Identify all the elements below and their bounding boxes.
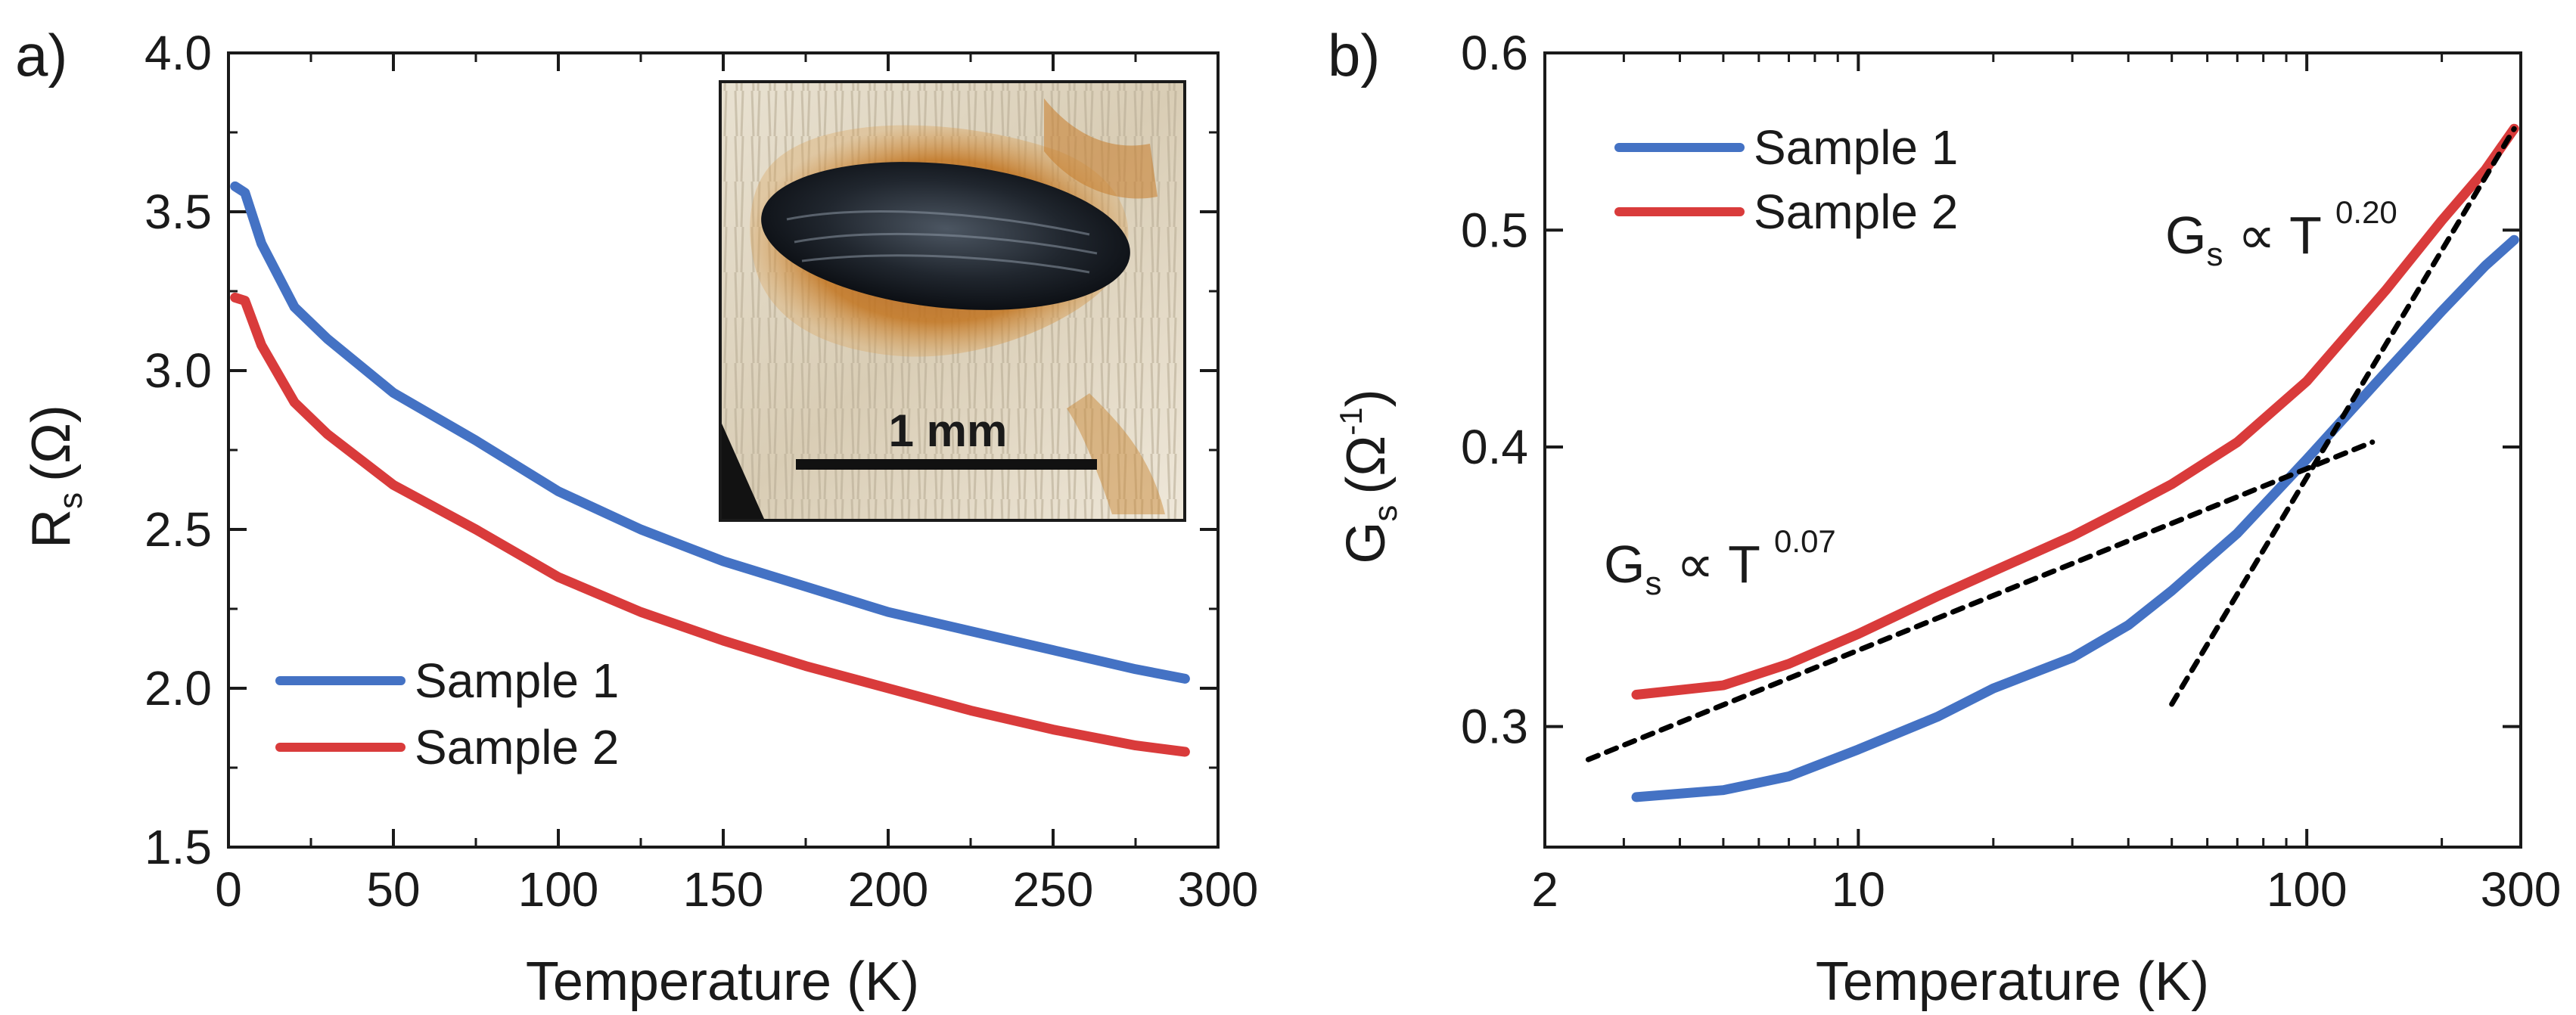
panel-a-y-tick-label: 3.0 xyxy=(144,343,212,398)
panel-a-x-tick-label: 300 xyxy=(1178,862,1259,917)
panel-b-legend-label-1: Sample 1 xyxy=(1754,120,1958,175)
annotation-high-t-exponent: Gs ∝ T 0.20 xyxy=(2165,194,2397,273)
panel-a-y-axis-title-main: R xyxy=(21,509,82,548)
panel-b-y-axis-title-sub: s xyxy=(1367,505,1404,522)
panel-a-x-tick-label: 250 xyxy=(1013,862,1094,917)
panel-a-label: a) xyxy=(15,22,67,88)
panel-b: b) 2 10 100 300 0.3 0.4 0.5 0.6 Sample 1 Sample… xyxy=(1328,22,2561,1012)
panel-a-legend-label-2: Sample 2 xyxy=(415,720,619,774)
panel-b-legend: Sample 1 Sample 2 xyxy=(1614,120,1958,239)
panel-a-legend: Sample 1 Sample 2 xyxy=(275,653,619,774)
panel-a-x-axis-title: Temperature (K) xyxy=(526,951,919,1012)
inset-dark-corner xyxy=(722,424,764,519)
panel-b-y-tick-label: 0.3 xyxy=(1461,700,1528,754)
panel-a-x-tick-label: 50 xyxy=(366,862,420,917)
annotation-low-t-exponent: Gs ∝ T 0.07 xyxy=(1604,523,1836,602)
panel-b-series-fit-2 xyxy=(1585,439,2376,762)
inset-scale-label: 1 mm xyxy=(889,405,1008,456)
panel-a-y-tick-label: 3.5 xyxy=(144,185,212,239)
panel-a-y-tick-label: 4.0 xyxy=(144,26,212,80)
panel-b-x-tick-label: 300 xyxy=(2481,862,2562,917)
inset-amber-lower xyxy=(1067,393,1165,514)
panel-a-y-axis-title-sub: s xyxy=(52,492,89,509)
panel-b-series-sample-2 xyxy=(1631,123,2519,700)
inset-photo: 1 mm xyxy=(719,80,1186,522)
panel-b-series-sample-1 xyxy=(1631,234,2519,802)
panel-b-series-fit-3 xyxy=(2169,126,2517,707)
panel-a-y-axis-title: Rs (Ω) xyxy=(21,405,89,548)
panel-a-y-tick-label: 1.5 xyxy=(144,820,212,874)
inset-specimen-fibers xyxy=(786,210,1098,274)
panel-a-plot-area: 0 50 100 150 200 250 300 1.5 2.0 2.5 3.0 3.5 4.0 xyxy=(144,26,1258,917)
panel-a-series-sample-1 xyxy=(230,181,1190,684)
panel-a-y-axis-title-unit: (Ω) xyxy=(21,405,82,482)
panel-b-y-tick-label: 0.5 xyxy=(1461,203,1528,257)
panel-b-x-tick-label: 2 xyxy=(1531,862,1558,917)
panel-b-y-tick-label: 0.6 xyxy=(1461,26,1528,80)
panel-b-y-axis-title: Gs (Ω-1) xyxy=(1333,389,1404,563)
panel-a-y-tick-label: 2.5 xyxy=(144,502,212,557)
panel-a-x-tick-label: 200 xyxy=(848,862,929,917)
panel-b-y-axis-title-unit-close: ) xyxy=(1336,389,1397,407)
panel-a-y-tick-label: 2.0 xyxy=(144,661,212,715)
panel-a-series-sample-2 xyxy=(230,292,1190,757)
panel-b-y-axis-title-main: G xyxy=(1336,522,1397,564)
panel-b-y-axis-title-unit-sup: -1 xyxy=(1333,407,1369,435)
panel-b-y-tick-label: 0.4 xyxy=(1461,420,1528,474)
panel-b-x-tick-label: 100 xyxy=(2267,862,2348,917)
panel-b-y-axis-title-unit-open: (Ω xyxy=(1336,436,1397,495)
panel-b-axes-frame xyxy=(1543,51,2522,849)
panel-a-x-tick-label: 0 xyxy=(215,862,242,917)
panel-a-x-tick-label: 150 xyxy=(683,862,764,917)
panel-b-plot-area: 2 10 100 300 0.3 0.4 0.5 0.6 xyxy=(1461,26,2561,917)
panel-a-legend-label-1: Sample 1 xyxy=(415,653,619,708)
panel-a: a) 0 50 100 150 200 250 3001.52.02.53.03.54.0 … xyxy=(15,22,1258,1012)
panel-b-label: b) xyxy=(1328,22,1380,88)
panel-b-x-axis-title: Temperature (K) xyxy=(1816,951,2209,1012)
panel-a-x-tick-label: 100 xyxy=(518,862,599,917)
panel-b-x-tick-label: 10 xyxy=(1832,862,1885,917)
inset-amber-edge xyxy=(1044,98,1157,199)
panel-b-legend-label-2: Sample 2 xyxy=(1754,185,1958,239)
